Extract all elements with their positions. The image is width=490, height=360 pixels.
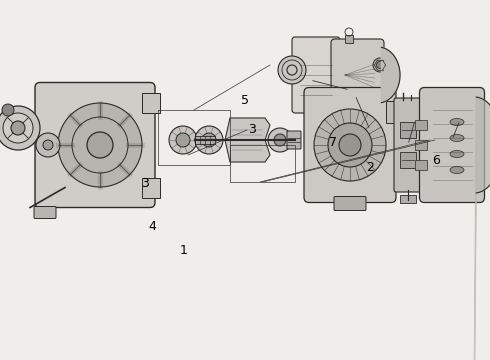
Circle shape: [176, 133, 190, 147]
Text: 6: 6: [432, 154, 440, 167]
Polygon shape: [225, 118, 270, 140]
FancyBboxPatch shape: [331, 39, 384, 111]
FancyBboxPatch shape: [419, 87, 485, 202]
Circle shape: [0, 106, 40, 150]
Bar: [415, 120, 426, 130]
Circle shape: [268, 128, 292, 152]
Ellipse shape: [450, 135, 464, 141]
Circle shape: [373, 58, 387, 72]
Text: 7: 7: [329, 136, 337, 149]
Ellipse shape: [450, 150, 464, 158]
FancyBboxPatch shape: [304, 87, 396, 202]
FancyBboxPatch shape: [287, 131, 301, 149]
Text: 4: 4: [148, 220, 156, 233]
Circle shape: [2, 104, 14, 116]
Circle shape: [58, 103, 142, 187]
FancyBboxPatch shape: [35, 82, 155, 207]
Text: 3: 3: [248, 123, 256, 136]
Bar: [142, 177, 160, 198]
Text: 5: 5: [241, 94, 249, 107]
Text: 2: 2: [366, 161, 374, 174]
Circle shape: [376, 62, 384, 68]
Ellipse shape: [450, 166, 464, 174]
Bar: [415, 160, 426, 170]
Circle shape: [274, 134, 286, 146]
Circle shape: [87, 132, 113, 158]
Polygon shape: [381, 48, 400, 103]
Bar: [400, 122, 416, 138]
Text: 1: 1: [180, 244, 188, 257]
Circle shape: [3, 113, 33, 143]
Circle shape: [195, 126, 223, 154]
Circle shape: [43, 140, 53, 150]
Ellipse shape: [450, 118, 464, 126]
Circle shape: [11, 121, 25, 135]
Circle shape: [328, 123, 372, 167]
Text: 3: 3: [141, 177, 148, 190]
Bar: [195, 136, 215, 144]
Circle shape: [278, 56, 306, 84]
FancyBboxPatch shape: [394, 98, 422, 192]
Bar: [400, 152, 416, 168]
FancyBboxPatch shape: [334, 197, 366, 211]
Bar: [400, 195, 416, 203]
Circle shape: [169, 126, 197, 154]
Circle shape: [314, 109, 386, 181]
FancyBboxPatch shape: [34, 207, 56, 219]
Bar: [386, 100, 404, 122]
Circle shape: [36, 133, 60, 157]
Polygon shape: [474, 97, 490, 360]
Bar: [415, 140, 426, 150]
Polygon shape: [225, 140, 270, 162]
Bar: [142, 93, 160, 112]
Circle shape: [202, 133, 216, 147]
Bar: [345, 35, 353, 43]
Circle shape: [339, 134, 361, 156]
FancyBboxPatch shape: [292, 37, 340, 113]
